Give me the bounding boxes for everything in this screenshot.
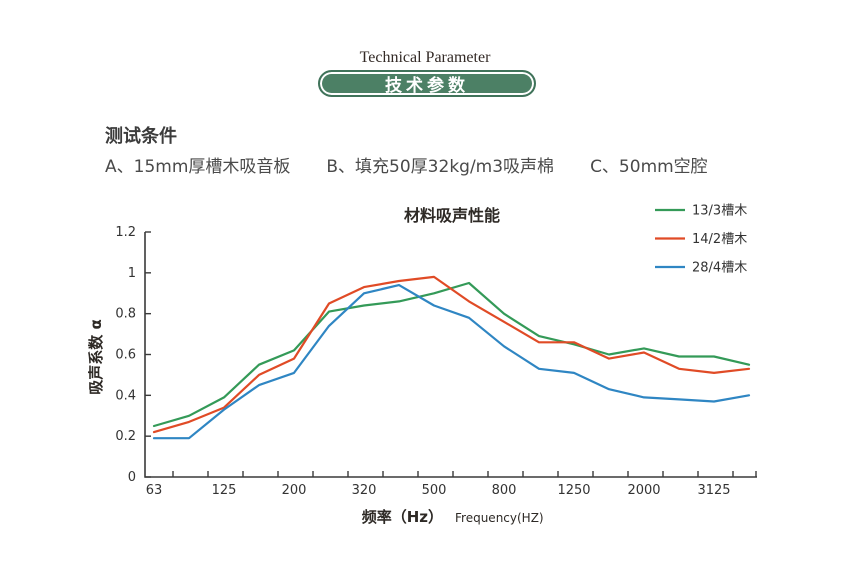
y-tick-label: 0.2 xyxy=(115,429,136,444)
x-axis-title-en: Frequency(HZ) xyxy=(455,511,544,525)
header-title-en: Technical Parameter xyxy=(359,49,491,66)
x-tick-label: 500 xyxy=(422,483,447,498)
series-line-0 xyxy=(152,281,751,428)
y-tick-label: 1 xyxy=(128,266,136,281)
axes xyxy=(144,232,757,478)
condition-item-c: C、50mm空腔 xyxy=(590,157,708,177)
x-tick-label: 800 xyxy=(492,483,517,498)
x-tick-label: 63 xyxy=(146,483,163,498)
legend-label-2: 28/4槽木 xyxy=(692,261,747,276)
condition-item-b: B、填充50厚32kg/m3吸声棉 xyxy=(326,157,555,177)
x-tick-label: 3125 xyxy=(697,483,730,498)
header-title-zh: 技术参数 xyxy=(385,76,469,96)
x-axis-title-zh: 频率（Hz） xyxy=(362,508,443,526)
conditions-row: A、15mm厚槽木吸音板 B、填充50厚32kg/m3吸声棉 C、50mm空腔 xyxy=(105,152,825,177)
x-tick-label: 2000 xyxy=(627,483,660,498)
y-tick-label: 0.8 xyxy=(115,307,136,322)
x-tick-label: 125 xyxy=(212,483,237,498)
y-tick-label: 1.2 xyxy=(115,225,136,240)
absorption-chart: 材料吸声性能 0 0.2 0.4 0.6 0.8 1 1.2 63 125 200 320 500 800… xyxy=(87,204,757,526)
x-tick-label: 1250 xyxy=(557,483,590,498)
x-tick-label: 200 xyxy=(282,483,307,498)
legend-label-0: 13/3槽木 xyxy=(692,204,747,219)
y-axis-title: 吸声系数 α xyxy=(87,319,105,395)
legend-label-1: 14/2槽木 xyxy=(692,232,747,247)
x-tick-label: 320 xyxy=(352,483,377,498)
header-pill: 技术参数 xyxy=(318,70,536,97)
conditions-heading: 测试条件 xyxy=(105,126,177,147)
series-line-1 xyxy=(152,275,751,434)
condition-item-a: A、15mm厚槽木吸音板 xyxy=(105,157,291,177)
chart-title: 材料吸声性能 xyxy=(404,206,500,225)
y-tick-label: 0.6 xyxy=(115,348,136,363)
y-tick-label: 0 xyxy=(128,470,136,485)
y-tick-label: 0.4 xyxy=(115,388,136,403)
series-line-2 xyxy=(152,283,751,440)
